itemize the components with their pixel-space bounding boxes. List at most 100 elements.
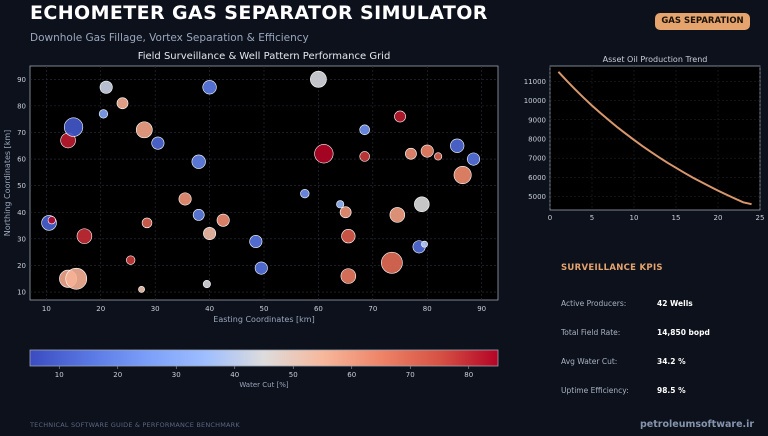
scatter-point — [336, 200, 345, 209]
scatter-point — [178, 192, 192, 206]
kpi-value: 34.2 % — [657, 357, 686, 366]
scatter-y-tick-label: 20 — [17, 262, 26, 270]
colorbar-tick-label: 30 — [172, 371, 181, 379]
scatter-x-tick-label: 40 — [205, 305, 214, 313]
page-subtitle: Downhole Gas Fillage, Vortex Separation … — [30, 32, 309, 44]
scatter-point — [414, 196, 430, 213]
scatter-x-tick-label: 80 — [423, 305, 432, 313]
scatter-point — [405, 147, 417, 160]
scatter-point — [310, 70, 327, 88]
trend-x-tick-label: 20 — [714, 214, 723, 222]
trend-y-tick-label: 7000 — [528, 155, 546, 163]
kpi-label: Avg Water Cut: — [561, 357, 618, 366]
kpi-label: Uptime Efficiency: — [561, 386, 629, 395]
scatter-point — [467, 152, 481, 166]
trend-y-tick-label: 11000 — [524, 78, 546, 86]
colorbar-tick-label: 10 — [55, 371, 64, 379]
scatter-point — [340, 268, 357, 284]
category-badge[interactable]: GAS SEPARATION — [655, 13, 750, 30]
scatter-title: Field Surveillance & Well Pattern Perfor… — [138, 51, 391, 62]
scatter-y-tick-label: 30 — [17, 235, 26, 243]
trend-x-tick-label: 15 — [672, 214, 681, 222]
scatter-x-tick-label: 10 — [42, 305, 51, 313]
scatter-point — [141, 217, 153, 229]
scatter-y-tick-label: 70 — [17, 129, 26, 137]
trend-y-tick-label: 6000 — [528, 174, 546, 182]
colorbar-tick-label: 20 — [113, 371, 122, 379]
colorbar — [29, 349, 499, 367]
scatter-x-tick-label: 20 — [96, 305, 105, 313]
trend-y-tick-label: 9000 — [528, 116, 546, 124]
kpi-title: SURVEILLANCE KPIS — [561, 263, 663, 273]
scatter-point — [47, 216, 56, 225]
scatter-point — [151, 136, 165, 150]
scatter-point — [99, 80, 113, 94]
scatter-point — [116, 97, 129, 110]
trend-y-tick-label: 5000 — [528, 193, 546, 201]
kpi-value: 14,850 bopd — [657, 328, 710, 337]
kpi-label: Active Producers: — [561, 299, 627, 308]
scatter-point — [434, 152, 443, 161]
kpi-value: 98.5 % — [657, 386, 686, 395]
scatter-point — [314, 144, 334, 164]
scatter-point — [216, 213, 230, 227]
colorbar-label: Water Cut [%] — [239, 381, 289, 389]
scatter-x-tick-label: 90 — [477, 305, 486, 313]
scatter-point — [394, 110, 406, 123]
trend-plot-area — [549, 65, 761, 211]
scatter-y-tick-label: 40 — [17, 209, 26, 217]
scatter-y-tick-label: 60 — [17, 156, 26, 164]
scatter-point — [300, 188, 310, 199]
trend-x-tick-label: 5 — [590, 214, 594, 222]
scatter-x-label: Easting Coordinates [km] — [213, 315, 314, 324]
scatter-point — [135, 121, 153, 139]
page-title: ECHOMETER GAS SEPARATOR SIMULATOR — [30, 2, 488, 24]
scatter-y-tick-label: 50 — [17, 182, 26, 190]
scatter-x-tick-label: 50 — [260, 305, 269, 313]
scatter-x-tick-label: 60 — [314, 305, 323, 313]
colorbar-tick-label: 50 — [289, 371, 298, 379]
scatter-x-tick-label: 70 — [368, 305, 377, 313]
scatter-y-tick-label: 80 — [17, 102, 26, 110]
scatter-point — [339, 206, 352, 219]
colorbar-tick-label: 40 — [230, 371, 239, 379]
scatter-point — [359, 151, 370, 162]
scatter-point — [453, 166, 472, 185]
scatter-point — [76, 228, 93, 244]
scatter-point — [63, 117, 84, 137]
scatter-point — [254, 261, 268, 275]
trend-x-tick-label: 25 — [756, 214, 765, 222]
footer-site-link[interactable]: petroleumsoftware.ir — [640, 419, 755, 430]
footer-caption: TECHNICAL SOFTWARE GUIDE & PERFORMANCE B… — [30, 421, 240, 429]
scatter-point — [65, 267, 88, 290]
scatter-point — [138, 285, 145, 293]
scatter-point — [359, 124, 370, 136]
scatter-point — [202, 80, 217, 95]
scatter-point — [421, 240, 428, 248]
scatter-point — [192, 209, 205, 221]
kpi-label: Total Field Rate: — [561, 328, 621, 337]
scatter-point — [202, 280, 211, 289]
scatter-point — [341, 229, 356, 244]
scatter-y-label: Northing Coordinates [km] — [3, 130, 12, 237]
trend-title: Asset Oil Production Trend — [603, 55, 708, 64]
kpi-value: 42 Wells — [657, 299, 693, 308]
scatter-point — [203, 227, 217, 241]
scatter-point — [191, 154, 206, 169]
scatter-point — [249, 235, 263, 249]
colorbar-tick-label: 70 — [406, 371, 415, 379]
colorbar-tick-label: 80 — [464, 371, 473, 379]
scatter-point — [389, 207, 406, 223]
trend-x-tick-label: 0 — [548, 214, 552, 222]
scatter-point — [126, 255, 136, 265]
scatter-point — [98, 109, 109, 119]
scatter-x-tick-label: 30 — [151, 305, 160, 313]
trend-series-line — [557, 71, 752, 206]
trend-y-tick-label: 8000 — [528, 135, 546, 143]
colorbar-tick-label: 60 — [347, 371, 356, 379]
scatter-point — [420, 144, 434, 158]
scatter-y-tick-label: 90 — [17, 76, 26, 84]
scatter-point — [381, 251, 403, 274]
scatter-point — [450, 138, 465, 153]
